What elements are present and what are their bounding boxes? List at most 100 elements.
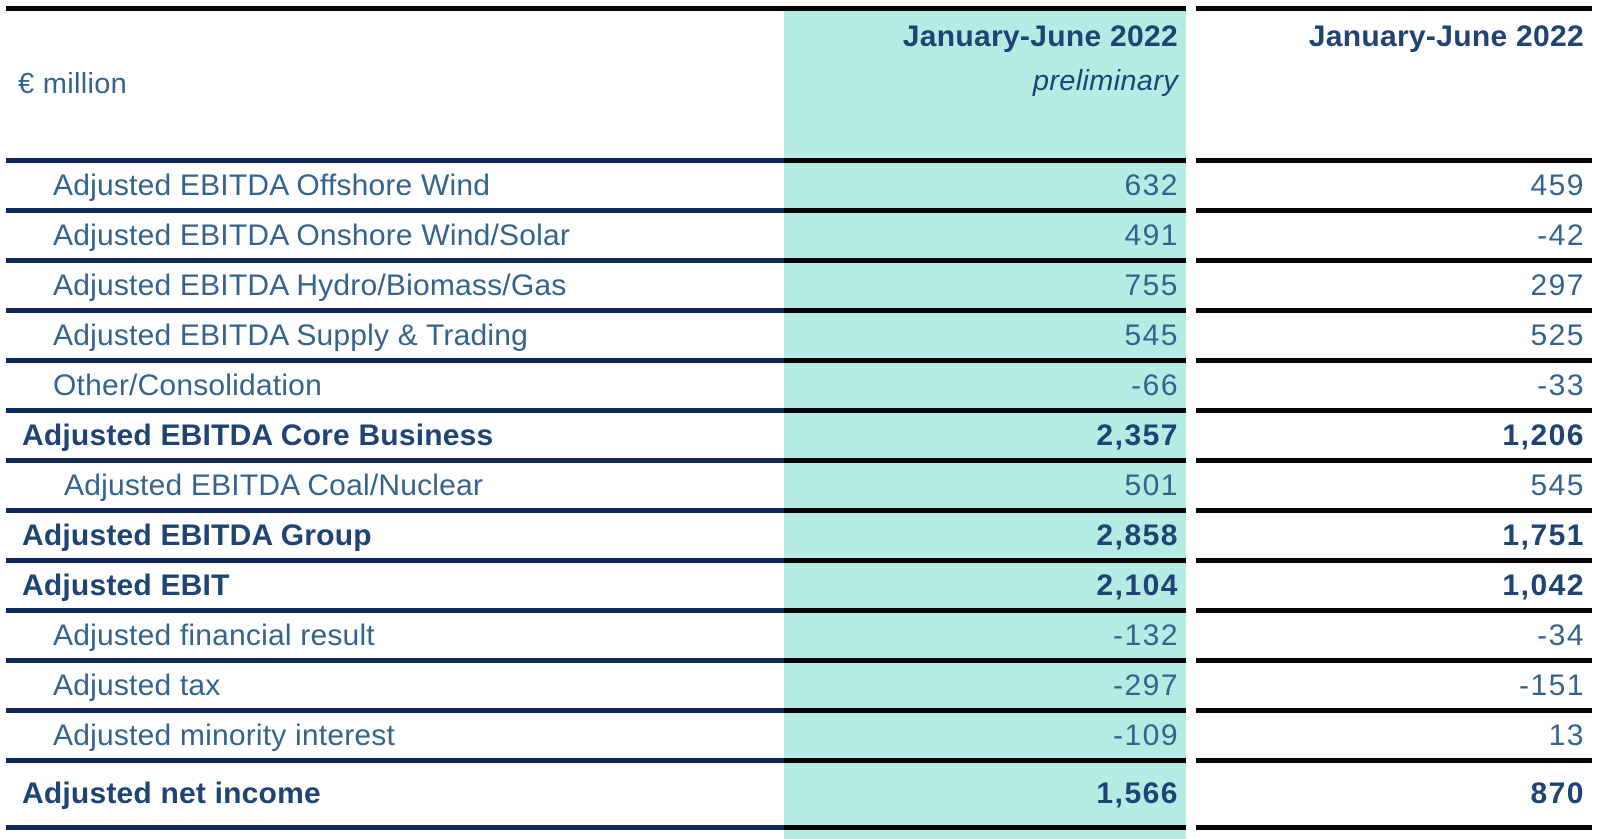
row-label-cell: Adjusted EBITDA Onshore Wind/Solar <box>6 213 784 263</box>
column-gap <box>1186 6 1196 163</box>
row-label: Other/Consolidation <box>53 368 322 402</box>
row-value-preliminary: 755 <box>1124 268 1179 302</box>
row-value-preliminary: 1,566 <box>1096 777 1179 810</box>
table-row: Adjusted minority interest -109 13 <box>6 713 1592 763</box>
row-value-preliminary: 2,357 <box>1096 418 1179 452</box>
row-label: Adjusted EBITDA Hydro/Biomass/Gas <box>53 268 567 302</box>
unit-header-cell: € million <box>6 6 784 163</box>
preliminary-subtitle: preliminary <box>1032 65 1178 97</box>
table-row: Adjusted EBITDA Offshore Wind 632 459 <box>6 163 1592 213</box>
highlight-column-background <box>784 6 1186 839</box>
row-value-prior: 13 <box>1548 718 1585 752</box>
column-title-preliminary: January-June 2022 <box>902 20 1178 53</box>
row-label: Adjusted EBITDA Supply & Trading <box>53 318 528 352</box>
results-table: € million January-June 2022 preliminary … <box>6 6 1592 830</box>
table-row: Adjusted tax -297 -151 <box>6 663 1592 713</box>
row-label-cell: Adjusted tax <box>6 663 784 713</box>
unit-label: € million <box>18 68 128 100</box>
row-value-preliminary: 2,104 <box>1096 568 1179 602</box>
column-gap <box>1186 213 1196 263</box>
column-header-preliminary: January-June 2022 preliminary <box>784 6 1186 163</box>
column-gap <box>1186 513 1196 563</box>
table-row: Adjusted EBIT 2,104 1,042 <box>6 563 1592 613</box>
row-label-cell: Adjusted EBITDA Supply & Trading <box>6 313 784 363</box>
row-value-preliminary-cell: 2,858 <box>784 513 1186 563</box>
row-label-cell: Other/Consolidation <box>6 363 784 413</box>
row-label-cell: Adjusted financial result <box>6 613 784 663</box>
table-row: Adjusted EBITDA Onshore Wind/Solar 491 -42 <box>6 213 1592 263</box>
row-label-cell: Adjusted EBITDA Group <box>6 513 784 563</box>
table-row: Adjusted EBITDA Hydro/Biomass/Gas 755 297 <box>6 263 1592 313</box>
row-label: Adjusted net income <box>22 777 321 810</box>
row-value-prior: -42 <box>1537 218 1585 252</box>
row-value-preliminary: 501 <box>1124 468 1179 502</box>
row-value-prior-cell: -34 <box>1196 613 1592 663</box>
table-row: Adjusted EBITDA Group 2,858 1,751 <box>6 513 1592 563</box>
row-value-preliminary: 491 <box>1124 218 1179 252</box>
column-gap <box>1186 263 1196 313</box>
row-value-prior: 545 <box>1530 468 1585 502</box>
column-gap <box>1186 363 1196 413</box>
row-value-prior-cell: 1,751 <box>1196 513 1592 563</box>
table-row: Other/Consolidation -66 -33 <box>6 363 1592 413</box>
column-gap <box>1186 613 1196 663</box>
row-value-prior: -33 <box>1537 368 1585 402</box>
row-label-cell: Adjusted net income <box>6 763 784 830</box>
row-value-prior-cell: 297 <box>1196 263 1592 313</box>
row-value-preliminary: -132 <box>1112 618 1179 652</box>
row-value-preliminary-cell: -109 <box>784 713 1186 763</box>
row-label-cell: Adjusted EBITDA Hydro/Biomass/Gas <box>6 263 784 313</box>
row-label-cell: Adjusted EBITDA Core Business <box>6 413 784 463</box>
row-value-prior-cell: -151 <box>1196 663 1592 713</box>
row-label-cell: Adjusted EBITDA Coal/Nuclear <box>6 463 784 513</box>
row-value-preliminary-cell: 491 <box>784 213 1186 263</box>
table-row: Adjusted EBITDA Supply & Trading 545 525 <box>6 313 1592 363</box>
column-header-prior: January-June 2022 <box>1196 6 1592 163</box>
row-label: Adjusted EBITDA Onshore Wind/Solar <box>53 218 571 252</box>
row-value-prior-cell: 1,206 <box>1196 413 1592 463</box>
row-label-cell: Adjusted EBITDA Offshore Wind <box>6 163 784 213</box>
row-label: Adjusted EBITDA Group <box>22 518 372 552</box>
row-value-preliminary: 545 <box>1124 318 1179 352</box>
row-value-prior: 459 <box>1530 168 1585 202</box>
row-value-prior-cell: 870 <box>1196 763 1592 830</box>
row-label: Adjusted tax <box>53 668 221 702</box>
row-value-preliminary-cell: 501 <box>784 463 1186 513</box>
row-label-cell: Adjusted minority interest <box>6 713 784 763</box>
column-gap <box>1186 713 1196 763</box>
row-value-prior: 1,751 <box>1502 518 1585 552</box>
row-value-preliminary-cell: 1,566 <box>784 763 1186 830</box>
row-value-preliminary: -66 <box>1131 368 1179 402</box>
column-gap <box>1186 663 1196 713</box>
table-body: Adjusted EBITDA Offshore Wind 632 459 Adjus… <box>6 163 1592 830</box>
row-value-preliminary-cell: 545 <box>784 313 1186 363</box>
row-value-prior: 1,042 <box>1502 568 1585 602</box>
row-value-prior-cell: 1,042 <box>1196 563 1592 613</box>
row-value-preliminary-cell: -132 <box>784 613 1186 663</box>
column-gap <box>1186 313 1196 363</box>
row-value-preliminary-cell: -66 <box>784 363 1186 413</box>
row-label: Adjusted EBITDA Coal/Nuclear <box>64 468 484 502</box>
row-value-prior: 297 <box>1530 268 1585 302</box>
row-label: Adjusted EBIT <box>22 568 230 602</box>
table-header-row: € million January-June 2022 preliminary … <box>6 6 1592 163</box>
row-label: Adjusted minority interest <box>53 718 396 752</box>
row-value-prior: 1,206 <box>1502 418 1585 452</box>
column-gap <box>1186 763 1196 830</box>
column-gap <box>1186 463 1196 513</box>
column-gap <box>1186 163 1196 213</box>
row-value-prior-cell: 13 <box>1196 713 1592 763</box>
row-value-prior: 525 <box>1530 318 1585 352</box>
row-label: Adjusted financial result <box>53 618 375 652</box>
row-label-cell: Adjusted EBIT <box>6 563 784 613</box>
table-row: Adjusted financial result -132 -34 <box>6 613 1592 663</box>
row-value-prior-cell: 545 <box>1196 463 1592 513</box>
row-value-preliminary-cell: 2,104 <box>784 563 1186 613</box>
column-title-prior: January-June 2022 <box>1308 20 1584 53</box>
row-value-preliminary: 2,858 <box>1096 518 1179 552</box>
row-value-prior: -34 <box>1537 618 1585 652</box>
row-value-prior: 870 <box>1530 777 1585 810</box>
row-label: Adjusted EBITDA Core Business <box>22 418 494 452</box>
row-value-prior-cell: -33 <box>1196 363 1592 413</box>
